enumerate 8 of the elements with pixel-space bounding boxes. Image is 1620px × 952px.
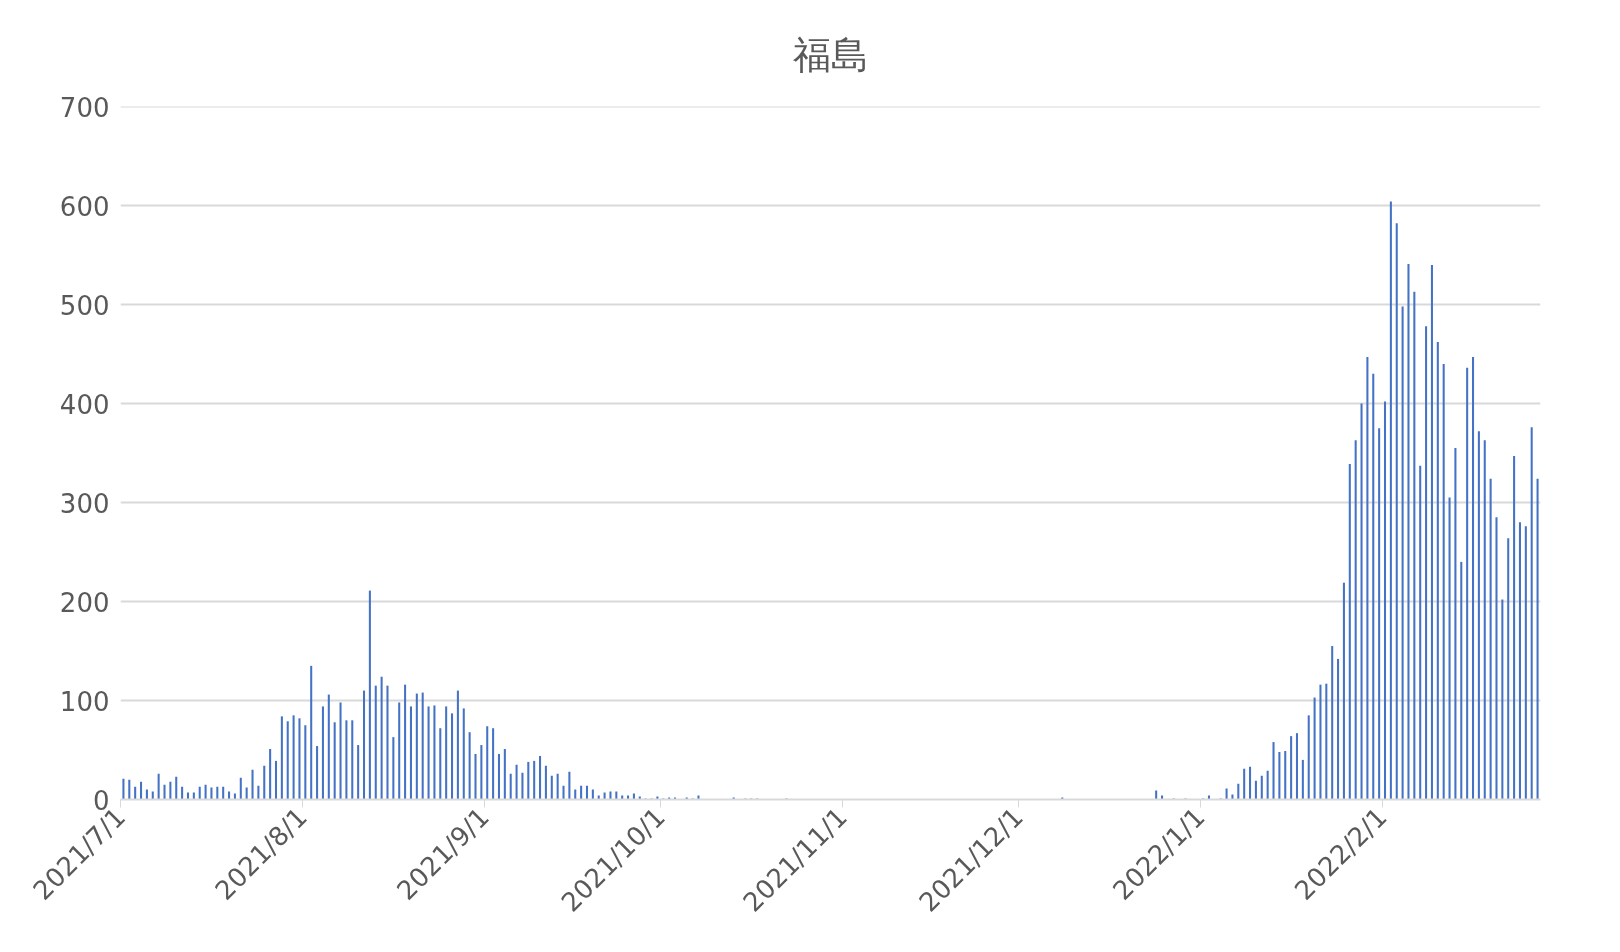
y-tick-label: 600 bbox=[59, 191, 110, 222]
y-tick-label: 500 bbox=[59, 290, 110, 321]
y-tick-label: 400 bbox=[59, 389, 110, 420]
chart-title: 福島 bbox=[792, 32, 869, 77]
y-tick-label: 200 bbox=[59, 587, 110, 618]
y-tick-label: 100 bbox=[59, 686, 110, 717]
y-tick-label: 700 bbox=[59, 92, 110, 123]
y-tick-label: 300 bbox=[59, 488, 110, 519]
